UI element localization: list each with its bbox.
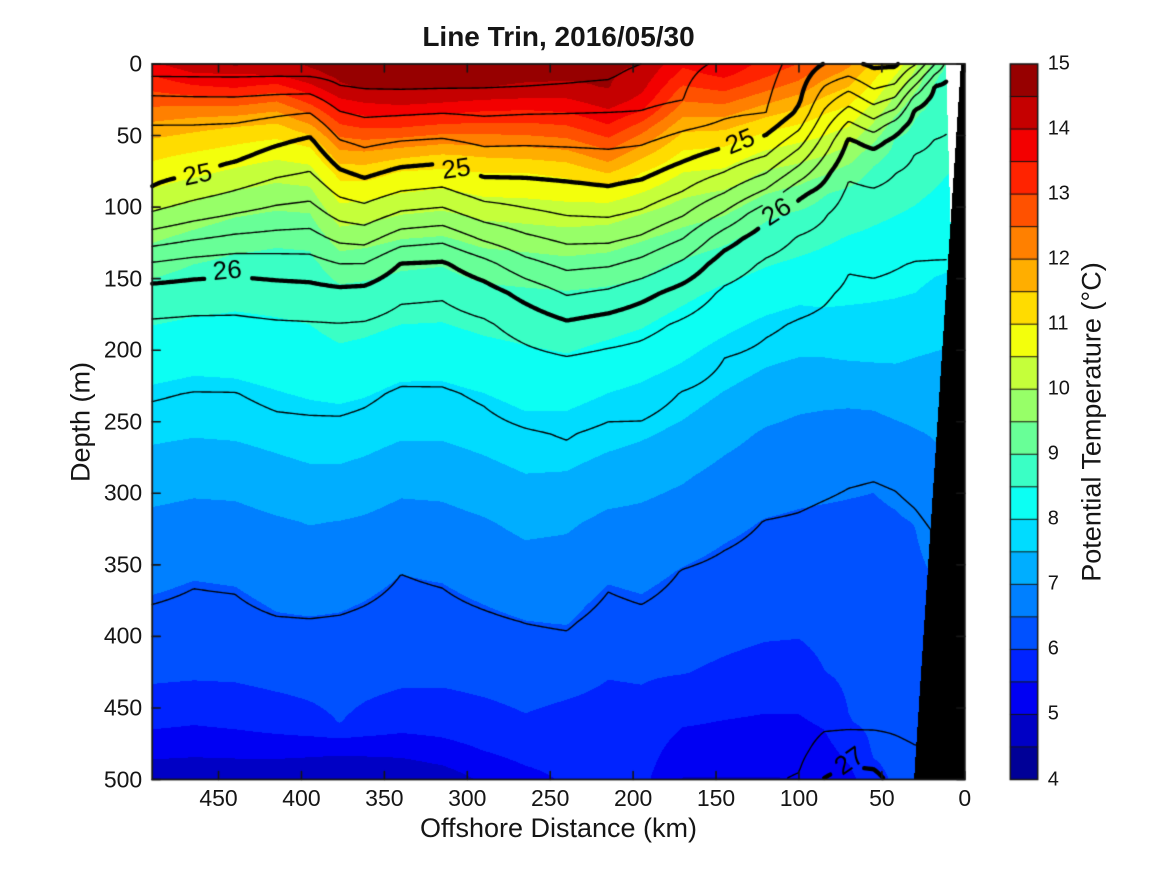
colorbar-tick-label: 10	[1047, 377, 1070, 400]
y-tick-label: 500	[103, 766, 143, 792]
colorbar-tick-label: 4	[1047, 768, 1059, 790]
x-tick-label: 200	[613, 784, 653, 811]
colorbar-tick-label: 8	[1047, 507, 1059, 530]
x-tick-label: 400	[282, 784, 321, 811]
x-tick-label: 100	[779, 784, 819, 811]
y-tick-label: 450	[103, 694, 143, 721]
y-tick-label: 200	[103, 336, 143, 363]
colorbar-tick-label: 5	[1047, 702, 1059, 725]
x-tick-label: 350	[365, 784, 404, 811]
y-tick-label: 300	[103, 479, 143, 506]
colorbar-tick-label: 14	[1047, 117, 1070, 140]
y-tick-label: 250	[103, 408, 143, 435]
colorbar-tick-label: 6	[1047, 637, 1059, 660]
colorbar-tick-label: 13	[1047, 182, 1070, 205]
colorbar-tick-label: 9	[1047, 442, 1059, 465]
y-axis-label: Depth (m)	[65, 361, 96, 482]
colorbar-tick-label: 15	[1047, 52, 1070, 75]
y-tick-label: 350	[103, 551, 143, 578]
colorbar-tick-label: 7	[1047, 572, 1059, 595]
x-tick-label: 0	[958, 784, 972, 811]
colorbar-tick-label: 11	[1047, 312, 1069, 335]
x-tick-label: 50	[869, 784, 895, 811]
y-tick-label: 0	[129, 50, 143, 77]
y-tick-label: 150	[103, 265, 143, 292]
x-tick-label: 300	[448, 784, 487, 811]
x-tick-label: 450	[199, 784, 238, 811]
y-tick-label: 100	[103, 193, 143, 220]
colorbar-tick-label: 12	[1047, 247, 1070, 270]
x-tick-label: 250	[531, 784, 570, 811]
colorbar-label: Potential Temperature (°C)	[1076, 262, 1107, 582]
y-tick-label: 400	[103, 622, 143, 649]
x-tick-label: 150	[696, 784, 736, 811]
y-tick-label: 50	[116, 122, 143, 149]
x-axis-label: Offshore Distance (km)	[419, 813, 698, 843]
plot-title: Line Trin, 2016/05/30	[422, 21, 695, 52]
